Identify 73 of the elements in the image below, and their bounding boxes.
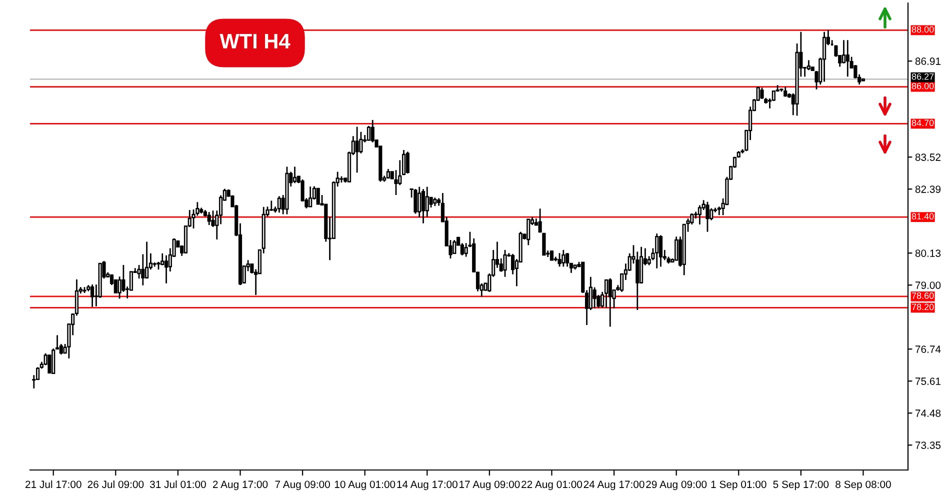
ref-line-label: 86.27 [912, 73, 934, 80]
candlestick [558, 252, 562, 268]
text: WTI H4 [220, 34, 290, 48]
ref-line-label: 84.70 [912, 120, 934, 126]
y-tick-label: 86.91 [915, 58, 941, 65]
candlestick [316, 188, 320, 205]
y-tick-label: 79.00 [915, 282, 941, 289]
y-tick-label: 75.61 [915, 378, 941, 385]
candlestick [137, 264, 141, 280]
x-tick-label: 31 Jul 01:00 [150, 480, 206, 488]
candlestick [592, 286, 596, 309]
y-tick-label: 80.13 [915, 250, 941, 257]
candlestick [355, 126, 359, 174]
candlestick [710, 208, 714, 221]
x-tick-label: 14 Aug 17:00 [397, 480, 458, 490]
candlestick [292, 166, 297, 184]
candlestick [425, 186, 429, 218]
candlestick [566, 252, 570, 268]
candlestick [452, 239, 456, 255]
candlestick [658, 234, 663, 268]
candlestick [608, 278, 612, 328]
candlestick [562, 249, 566, 268]
y-tick-label: 74.48 [915, 410, 941, 417]
x-tick-label: 21 Jul 17:00 [26, 480, 82, 488]
candlestick [141, 254, 145, 286]
x-tick-label: 17 Aug 09:00 [460, 480, 520, 490]
candlestick [550, 250, 554, 261]
candlestick [822, 31, 826, 82]
candlestick [370, 119, 374, 144]
candlestick [604, 279, 608, 308]
x-tick-label: 1 Sep 01:00 [711, 480, 766, 490]
x-tick-label: 7 Aug 09:00 [275, 480, 330, 490]
candlestick [526, 218, 530, 246]
candlestick [706, 201, 710, 233]
candlestick [366, 125, 371, 142]
candlestick [655, 232, 659, 270]
x-tick-label: 29 Aug 09:00 [646, 480, 707, 490]
candlestick [55, 334, 60, 350]
ref-line-label: 81.40 [912, 213, 934, 220]
candlestick [90, 284, 94, 308]
x-tick-label: 2 Aug 17:00 [212, 480, 268, 490]
x-tick-label: 22 Aug 01:00 [522, 480, 582, 490]
x-tick-label: 8 Sep 08:00 [836, 480, 891, 490]
y-tick-label: 76.74 [915, 346, 941, 353]
candlestick [542, 232, 546, 256]
candlestick [207, 211, 211, 226]
y-tick-label: 83.52 [915, 154, 940, 161]
ref-line-label: 78.60 [912, 292, 934, 299]
ref-line-label: 88.00 [912, 26, 934, 33]
candlestick [538, 208, 542, 234]
candlestick [211, 210, 215, 228]
candlestick [52, 348, 56, 374]
candlestick [394, 169, 398, 196]
candlestick [406, 150, 410, 174]
x-tick-label: 26 Jul 09:00 [88, 480, 144, 488]
candlestick [503, 249, 507, 278]
candlestick [760, 86, 764, 100]
candlestick [164, 254, 168, 284]
candlestick [48, 354, 52, 374]
x-tick-label: 5 Sep 17:00 [773, 480, 829, 490]
x-tick-label: 24 Aug 17:00 [584, 480, 644, 490]
ref-line-label: 78.20 [912, 304, 934, 310]
candlestick [429, 196, 433, 208]
candlestick [414, 188, 418, 214]
x-tick-label: 10 Aug 01:00 [334, 480, 396, 490]
candlestick [308, 186, 312, 208]
candlestick [277, 195, 281, 214]
y-tick-label: 82.39 [915, 186, 941, 193]
y-tick-label: 73.35 [915, 442, 941, 449]
candlestick [846, 39, 850, 78]
ref-line-label: 86.00 [912, 82, 934, 90]
candlestick [464, 242, 468, 258]
candlestick [421, 188, 426, 224]
